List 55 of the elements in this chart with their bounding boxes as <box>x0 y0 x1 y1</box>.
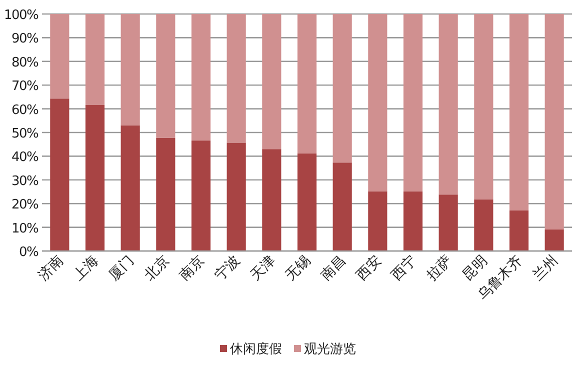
bar <box>156 14 176 138</box>
y-tick-label: 50% <box>12 126 38 142</box>
x-tick-label: 西安 <box>353 252 384 284</box>
legend-label: 休闲度假 <box>230 341 282 357</box>
x-tick-label: 南昌 <box>318 252 350 284</box>
bar <box>403 14 423 192</box>
x-tick-label: 无锡 <box>282 252 314 284</box>
x-tick-label: 南京 <box>176 252 208 284</box>
y-tick-label: 40% <box>12 150 38 166</box>
y-tick-label: 10% <box>12 221 38 236</box>
y-tick-label: 80% <box>12 55 38 70</box>
bar <box>156 138 176 251</box>
bar <box>509 210 529 251</box>
bar <box>474 199 494 251</box>
y-tick-label: 20% <box>12 198 38 213</box>
x-tick-label: 宁波 <box>212 252 244 284</box>
bar <box>226 142 246 251</box>
x-tick-label: 北京 <box>141 252 172 284</box>
bar <box>50 14 70 99</box>
y-tick-label: 60% <box>12 102 38 118</box>
y-tick-label: 70% <box>12 79 38 94</box>
bar <box>438 194 458 251</box>
bar <box>297 14 317 154</box>
y-tick-label: 90% <box>12 32 38 47</box>
y-tick-label: 0% <box>18 245 38 260</box>
bar <box>438 14 458 195</box>
legend-label: 观光游览 <box>304 342 356 357</box>
bar <box>332 162 352 251</box>
bar <box>85 105 105 251</box>
bar <box>368 191 388 251</box>
bar <box>262 14 282 150</box>
bar <box>544 14 564 230</box>
bar <box>403 191 423 251</box>
bar <box>226 14 246 143</box>
bar <box>332 14 352 163</box>
bar <box>120 14 140 126</box>
x-tick-label: 西宁 <box>388 252 420 284</box>
x-tick-label: 兰州 <box>530 252 562 284</box>
y-tick-label: 30% <box>12 174 38 189</box>
y-tick-label: 100% <box>4 8 38 23</box>
bar <box>191 140 211 251</box>
bar <box>85 14 105 106</box>
bar <box>262 149 282 251</box>
bar <box>50 98 70 251</box>
bar <box>474 14 494 200</box>
x-tick-label: 天津 <box>247 252 278 284</box>
bar <box>297 153 317 251</box>
bar <box>191 14 211 141</box>
bar <box>368 14 388 192</box>
x-tick-label: 厦门 <box>106 252 138 284</box>
x-tick-label: 上海 <box>70 252 102 284</box>
bar <box>509 14 529 210</box>
bar <box>120 125 140 251</box>
bar <box>544 229 564 251</box>
x-tick-label: 拉萨 <box>424 252 456 284</box>
